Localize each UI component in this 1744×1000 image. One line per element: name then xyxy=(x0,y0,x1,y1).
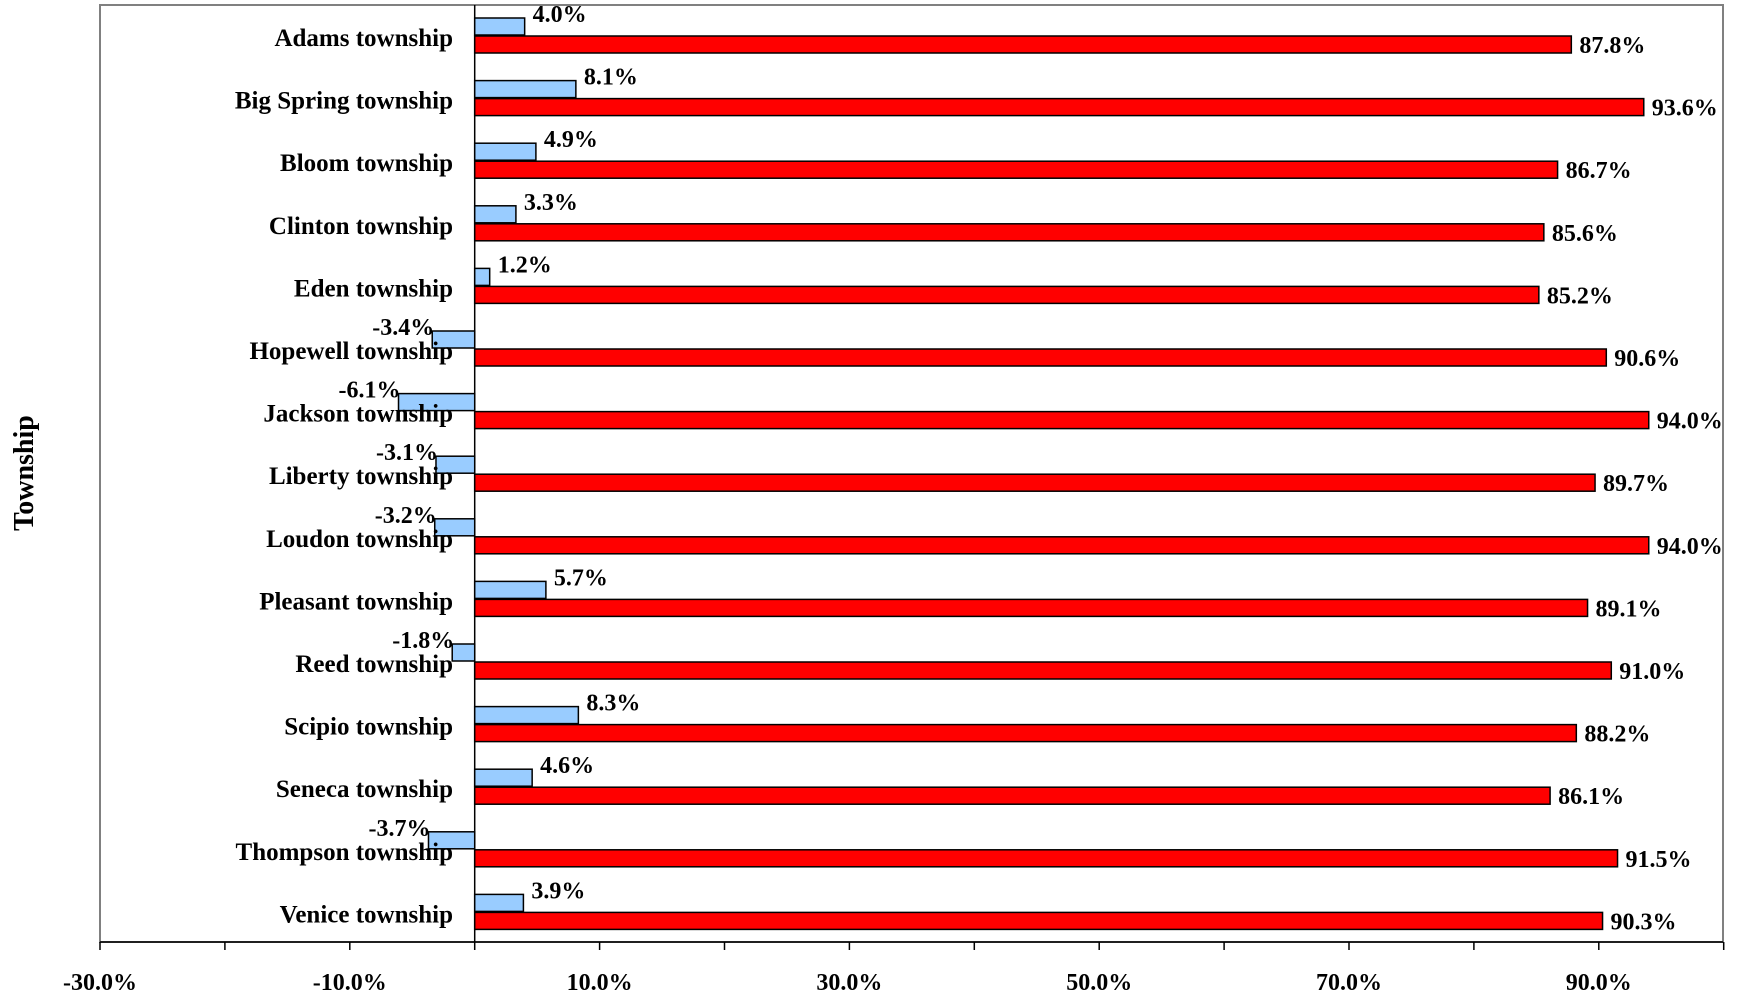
data-label-percent: 94.0% xyxy=(1657,409,1723,435)
bar-percent xyxy=(473,598,1589,618)
x-tick-label: -10.0% xyxy=(313,970,387,995)
bar-change xyxy=(473,768,533,787)
x-tick-label: 10.0% xyxy=(567,970,633,995)
data-label-change: 5.7% xyxy=(554,565,608,591)
data-label-percent: 94.0% xyxy=(1657,534,1723,560)
bar-percent xyxy=(473,473,1596,492)
x-tick-label: 70.0% xyxy=(1316,970,1382,995)
category-label: Clinton township xyxy=(269,213,453,240)
category-label: Adams township xyxy=(274,25,453,52)
data-label-change: 8.3% xyxy=(586,691,640,717)
data-label-change: 3.3% xyxy=(524,190,578,216)
y-axis-title: Township xyxy=(9,415,40,531)
category-label: Bloom township xyxy=(280,150,453,177)
data-label-change: 3.9% xyxy=(531,878,585,904)
bar-change xyxy=(473,79,577,99)
category-label: Jackson township xyxy=(263,401,453,428)
bar-change xyxy=(473,17,526,36)
bar-change xyxy=(431,330,476,349)
data-label-change: -3.7% xyxy=(368,816,430,842)
bar-percent xyxy=(473,97,1645,117)
data-label-percent: 86.7% xyxy=(1566,158,1632,184)
data-label-change: -3.1% xyxy=(376,440,438,466)
bar-change xyxy=(473,267,491,287)
bar-change xyxy=(397,392,476,412)
bar-percent xyxy=(473,911,1604,931)
data-label-change: 1.2% xyxy=(498,252,552,278)
bar-percent xyxy=(473,35,1573,54)
x-tick-label: 90.0% xyxy=(1566,970,1632,995)
data-label-change: -6.1% xyxy=(339,378,401,404)
bar-change xyxy=(473,580,547,600)
category-label: Hopewell township xyxy=(249,338,453,365)
bar-change xyxy=(473,893,525,913)
bar-change xyxy=(435,455,476,474)
bar-percent xyxy=(473,285,1540,305)
data-label-percent: 85.2% xyxy=(1547,283,1613,309)
bar-percent xyxy=(473,849,1619,868)
data-label-percent: 90.3% xyxy=(1611,909,1677,935)
category-label: Pleasant township xyxy=(259,588,453,615)
category-label: Scipio township xyxy=(284,714,453,741)
category-label: Reed township xyxy=(295,651,453,678)
data-label-change: 4.9% xyxy=(544,127,598,153)
data-label-percent: 89.7% xyxy=(1603,471,1669,497)
data-label-percent: 88.2% xyxy=(1584,722,1650,748)
category-label: Loudon township xyxy=(266,526,453,553)
data-label-percent: 85.6% xyxy=(1552,221,1618,247)
category-label: Big Spring township xyxy=(235,88,453,115)
data-label-change: -3.2% xyxy=(375,503,437,529)
data-label-change: 8.1% xyxy=(584,65,638,91)
x-tick-label: 30.0% xyxy=(816,970,882,995)
bar-change xyxy=(451,643,476,662)
data-label-percent: 93.6% xyxy=(1652,96,1718,122)
bar-percent xyxy=(473,223,1545,242)
bar-change xyxy=(473,205,517,224)
category-label: Thompson township xyxy=(236,839,453,866)
category-label: Eden township xyxy=(294,275,453,302)
bar-percent xyxy=(473,348,1608,367)
data-label-change: -3.4% xyxy=(372,315,434,341)
data-label-percent: 86.1% xyxy=(1558,784,1624,810)
category-label: Venice township xyxy=(280,901,453,928)
bar-change xyxy=(473,705,580,725)
x-tick-label: -30.0% xyxy=(63,970,137,995)
data-label-percent: 89.1% xyxy=(1596,596,1662,622)
data-label-percent: 90.6% xyxy=(1614,346,1680,372)
bar-percent xyxy=(473,536,1650,555)
category-label: Liberty township xyxy=(269,463,453,490)
data-label-change: -1.8% xyxy=(392,628,454,654)
data-label-percent: 87.8% xyxy=(1579,33,1645,59)
category-label: Seneca township xyxy=(276,776,453,803)
data-label-change: 4.0% xyxy=(533,2,587,28)
data-label-change: 4.6% xyxy=(540,753,594,779)
bar-percent xyxy=(473,160,1559,179)
bar-percent xyxy=(473,661,1613,680)
x-tick-label: 50.0% xyxy=(1066,970,1132,995)
bar-percent xyxy=(473,410,1650,430)
bar-percent xyxy=(473,786,1551,805)
data-label-percent: 91.5% xyxy=(1626,847,1692,873)
bar-change xyxy=(427,831,476,850)
bar-percent xyxy=(473,723,1578,743)
bar-change xyxy=(433,518,476,537)
data-label-percent: 91.0% xyxy=(1619,659,1685,685)
bar-change xyxy=(473,142,537,161)
